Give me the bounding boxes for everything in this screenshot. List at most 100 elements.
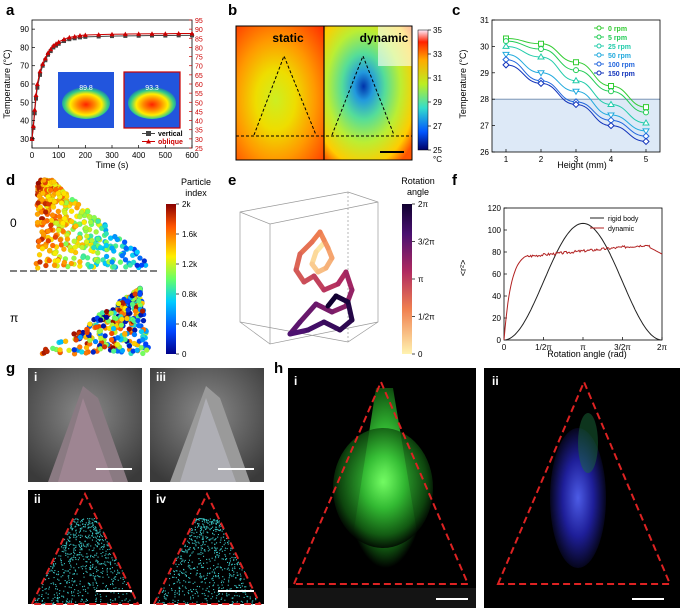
eds-dot [112,600,114,602]
eds-dot [215,538,217,540]
a-xtick: 100 [52,151,66,160]
eds-dot [214,519,216,521]
eds-dot [197,518,199,520]
eds-dot [69,561,71,563]
eds-dot [162,591,164,593]
eds-dot [71,598,73,600]
panel-label-f: f [452,172,457,189]
eds-dot [70,600,72,602]
eds-dot [101,572,103,574]
eds-dot [107,545,109,547]
eds-dot [89,523,91,525]
eds-dot [69,559,71,561]
eds-dot [176,570,178,572]
eds-dot [206,521,208,523]
eds-dot [105,557,107,559]
eds-dot [199,573,201,575]
d-bottom-label: π [10,311,18,325]
eds-dot [174,582,176,584]
eds-dot [202,541,204,543]
eds-dot [217,563,219,565]
eds-dot [92,519,94,521]
eds-dot [92,522,94,524]
eds-dot [207,590,209,592]
eds-dot [99,563,101,565]
eds-dot [250,589,252,591]
d-particle-bottom [77,344,83,350]
eds-dot [209,567,211,569]
eds-dot [72,533,74,535]
e-trajectory-segment [305,319,327,333]
eds-dot [118,596,120,598]
eds-dot [108,576,110,578]
eds-dot [185,587,187,589]
eds-dot [222,587,224,589]
eds-dot [214,520,216,522]
eds-dot [42,603,44,605]
eds-dot [102,548,104,550]
eds-dot [201,576,203,578]
eds-dot [75,525,77,527]
eds-dot [195,543,197,545]
e-trajectory-segment [329,303,349,315]
eds-dot [222,558,224,560]
eds-dot [188,567,190,569]
eds-dot [204,550,206,552]
eds-dot [67,533,69,535]
eds-dot [237,587,239,589]
eds-dot [74,521,76,523]
eds-dot [103,589,105,591]
eds-dot [94,579,96,581]
eds-dot [41,586,43,588]
eds-dot [114,559,116,561]
d-particle-top [103,230,109,237]
eds-dot [98,576,100,578]
eds-dot [85,568,87,570]
c-ytick: 30 [480,42,489,51]
eds-dot [165,598,167,600]
eds-dot [211,538,213,540]
eds-dot [98,531,100,533]
eds-dot [218,524,220,526]
eds-dot [197,553,199,555]
eds-dot [62,544,64,546]
d-particle-bottom [103,314,110,321]
eds-dot [62,568,64,570]
eds-dot [235,591,237,593]
eds-dot [115,559,117,561]
eds-dot [57,571,59,573]
c-point [502,51,510,59]
eds-dot [209,538,211,540]
eds-dot [83,576,85,578]
eds-dot [55,588,57,590]
eds-dot [102,563,104,565]
eds-dot [91,526,93,528]
eds-dot [189,581,191,583]
eds-dot [91,522,93,524]
eds-dot [99,576,101,578]
eds-dot [190,554,192,556]
eds-dot [209,539,211,541]
eds-dot [92,565,94,567]
eds-dot [116,564,118,566]
eds-dot [228,594,230,596]
eds-dot [97,575,99,577]
eds-dot [108,561,110,563]
eds-dot [246,595,248,597]
eds-dot [191,552,193,554]
d-colorbar-title-2: index [185,188,207,198]
eds-dot [95,532,97,534]
eds-dot [53,594,55,596]
eds-dot [206,587,208,589]
eds-dot [82,586,84,588]
eds-dot [107,602,109,604]
eds-dot [100,596,102,598]
d-particle-top [52,250,58,257]
eds-dot [82,543,84,545]
eds-dot [84,524,86,526]
eds-dot [215,555,217,557]
h-label-ii: ii [492,374,499,388]
eds-dot [47,572,49,574]
eds-dot [85,570,87,572]
eds-dot [224,542,226,544]
